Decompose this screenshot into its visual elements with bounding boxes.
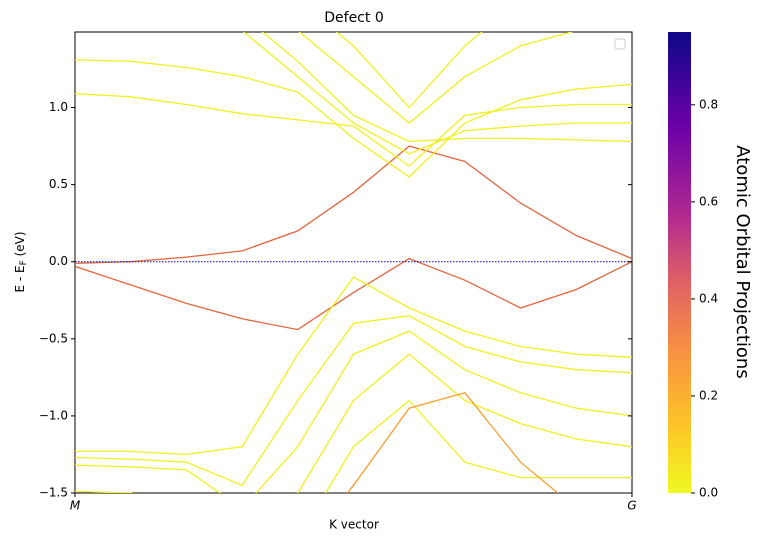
band-line xyxy=(346,392,559,493)
colorbar-label: Atomic Orbital Projections xyxy=(732,145,753,378)
colorbar-tick-label: 0.4 xyxy=(699,291,718,305)
band-line xyxy=(75,93,632,167)
colorbar-tick-label: 0.6 xyxy=(699,194,718,208)
y-tick-label: 0.0 xyxy=(49,254,68,268)
y-tick-label: −1.0 xyxy=(39,408,68,422)
band-line xyxy=(261,32,632,143)
plot-frame xyxy=(74,31,633,494)
y-axis-label: E - EF (eV) xyxy=(13,231,29,292)
x-axis-label: K vector xyxy=(329,518,379,532)
band-line xyxy=(75,145,632,264)
y-tick-label: 0.5 xyxy=(49,177,68,191)
band-line xyxy=(75,353,632,493)
y-tick-label: −1.5 xyxy=(39,486,68,500)
chart-title: Defect 0 xyxy=(324,10,383,26)
band-line xyxy=(242,32,632,155)
band-line xyxy=(335,32,483,109)
band-line xyxy=(75,276,632,456)
y-tick-label: 1.0 xyxy=(49,100,68,114)
x-tick-label: M xyxy=(70,499,81,513)
band-line xyxy=(298,32,574,124)
colorbar xyxy=(668,32,691,493)
colorbar-tick-label: 0.8 xyxy=(699,97,718,111)
band-line xyxy=(75,330,632,493)
legend-box xyxy=(614,38,626,50)
colorbar-tick-label: 0.2 xyxy=(699,388,718,402)
colorbar-tick-label: 0.0 xyxy=(699,486,718,500)
band-line xyxy=(75,257,632,331)
y-tick-label: −0.5 xyxy=(39,331,68,345)
band-line xyxy=(75,315,632,487)
band-line xyxy=(75,59,632,178)
x-tick-label: G xyxy=(627,499,636,513)
